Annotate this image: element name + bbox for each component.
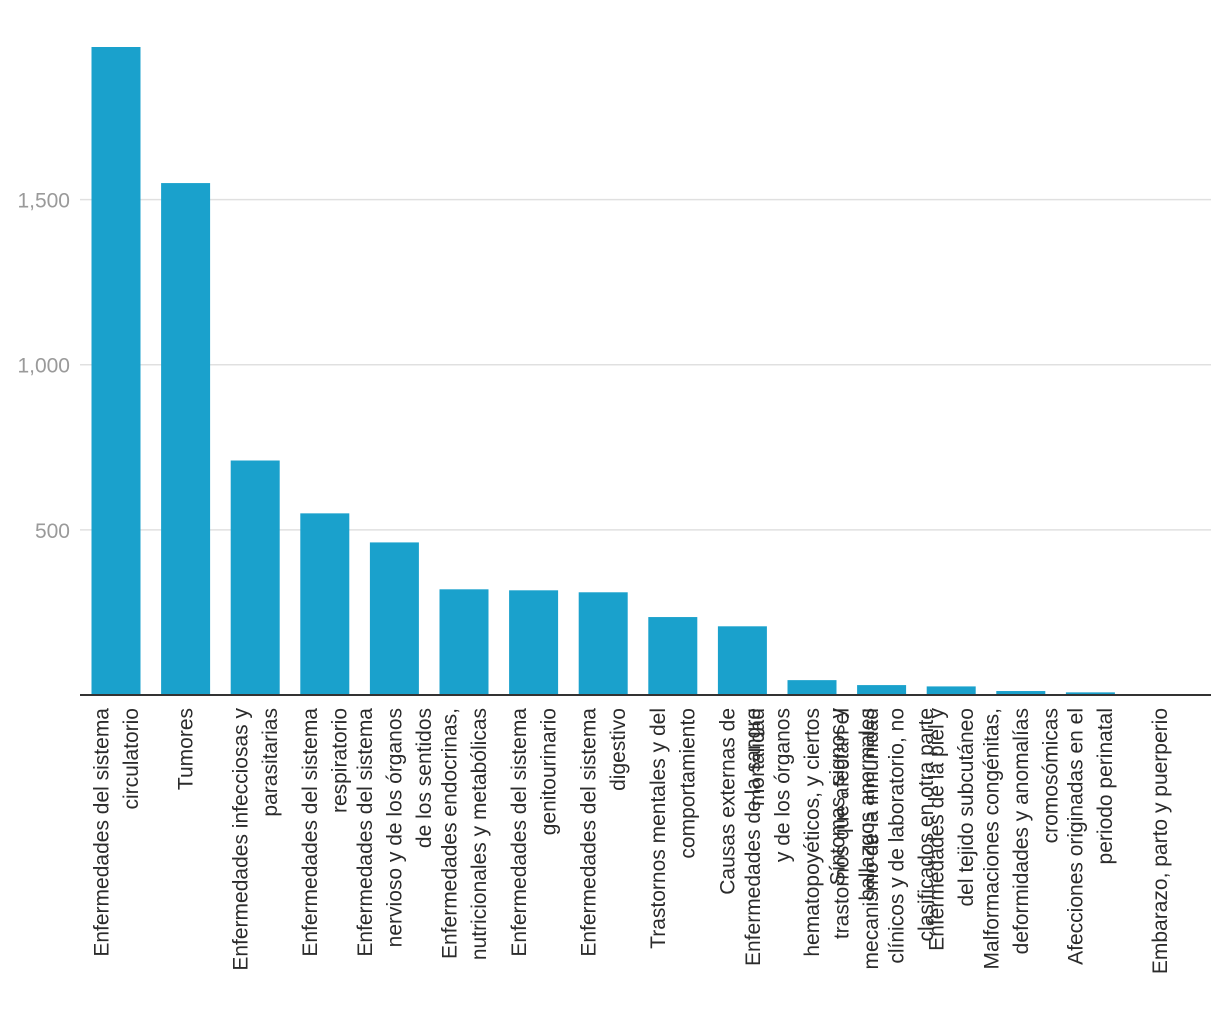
x-category-label-line: periodo perinatal (1094, 708, 1117, 864)
x-category-label-line: y de los órganos (772, 708, 795, 862)
x-category-label-line: circulatorio (120, 708, 143, 810)
x-category-label-line: Trastornos mentales y del (647, 708, 670, 949)
bar (92, 47, 141, 695)
x-category-label-line: cromosómicas (1039, 708, 1062, 843)
bar (927, 686, 976, 695)
x-axis-category-labels: Enfermedades del sistema circulatorio Tumo… (90, 708, 1172, 975)
x-category-label: Enfermedades de la piel y del tejido subc… (925, 708, 978, 951)
x-category-label-line: Enfermedades de la sangre (742, 708, 765, 966)
x-category-label-line: Afecciones originadas en el (1065, 708, 1088, 965)
x-category-label-line: digestivo (607, 708, 630, 791)
x-category-label-line: genitourinario (537, 708, 560, 835)
bar (231, 461, 280, 695)
x-category-label-line: nutricionales y metabólicas (468, 708, 491, 960)
x-category-label-line: Tumores (175, 708, 198, 790)
bar (440, 589, 489, 695)
x-category-label-line: Enfermedades del sistema (577, 708, 600, 957)
x-category-label-line: Causas externas de (717, 708, 740, 895)
bar (161, 183, 210, 695)
x-category-label-line: Enfermedades de la piel y (925, 708, 948, 951)
x-category-label: Embarazo, parto y puerperio (1149, 708, 1172, 974)
x-category-label-line: hematopoyéticos, y ciertos (801, 708, 824, 957)
x-category-label-line: nervioso y de los órganos (383, 708, 406, 947)
x-category-label-line: Enfermedades del sistema (508, 708, 531, 957)
x-category-label-line: Malformaciones congénitas, (980, 708, 1003, 969)
x-category-label: Enfermedades infecciosas y parasitarias (229, 708, 282, 971)
x-category-label-line: comportamiento (677, 708, 700, 859)
x-category-label-line: de los sentidos (413, 708, 436, 848)
x-category-label-line: Síntomas, signos y (826, 708, 849, 886)
x-category-label: Tumores (175, 708, 198, 790)
x-category-label: Enfermedades del sistema digestivo (577, 708, 630, 957)
x-category-label: Afecciones originadas en el periodo perin… (1065, 708, 1118, 965)
bar (857, 685, 906, 695)
bar (509, 590, 558, 695)
x-category-label-line: del tejido subcutáneo (955, 708, 978, 907)
bar (579, 592, 628, 695)
x-category-label: Enfermedades del sistema nervioso y de lo… (354, 708, 436, 957)
bar (648, 617, 697, 695)
x-category-label-line: respiratorio (329, 708, 352, 813)
x-category-label-line: deformidades y anomalías (1010, 708, 1033, 954)
x-category-label: Malformaciones congénitas, deformidades y… (980, 708, 1062, 969)
x-category-label: Enfermedades endocrinas, nutricionales y … (438, 708, 491, 960)
x-category-label-line: Enfermedades infecciosas y (229, 708, 252, 971)
x-category-label-line: Enfermedades del sistema (354, 708, 377, 957)
y-axis-ticks: 500 1,000 1,500 (17, 190, 70, 543)
x-category-label-line: clínicos y de laboratorio, no (885, 708, 908, 964)
x-category-label: Enfermedades del sistema genitourinario (508, 708, 561, 957)
x-category-label: Enfermedades del sistema circulatorio (90, 708, 143, 957)
y-tick-label: 1,000 (17, 355, 70, 378)
bar (788, 680, 837, 695)
y-tick-label: 1,500 (17, 190, 70, 213)
bar (718, 626, 767, 695)
x-category-label: Enfermedades del sistema respiratorio (299, 708, 352, 957)
x-category-label: Trastornos mentales y del comportamiento (647, 708, 700, 949)
x-category-label-line: Enfermedades endocrinas, (438, 708, 461, 959)
bar (370, 542, 419, 695)
x-category-label-line: Embarazo, parto y puerperio (1149, 708, 1172, 974)
bars (92, 47, 1185, 695)
x-category-label-line: hallazgos anormales (856, 708, 879, 901)
x-category-label-line: parasitarias (259, 708, 282, 817)
x-category-label-line: Enfermedades del sistema (90, 708, 113, 957)
bar (300, 513, 349, 695)
x-category-label-line: Enfermedades del sistema (299, 708, 322, 957)
y-tick-label: 500 (35, 520, 70, 543)
